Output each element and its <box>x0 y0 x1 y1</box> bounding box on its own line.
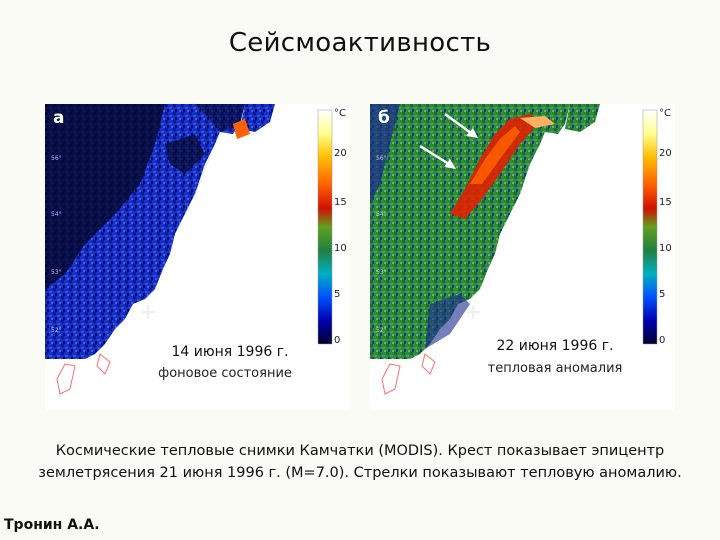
caption-line-2: землетрясения 21 июня 1996 г. (M=7.0). С… <box>38 465 682 481</box>
caption-line-1: Космические тепловые снимки Камчатки (MO… <box>55 443 665 459</box>
scale-tick-5-a: 5 <box>334 289 341 300</box>
state-a: фоновое состояние <box>158 366 292 381</box>
scale-tick-15-a: 15 <box>334 197 347 208</box>
thermal-map-b: 56° 54° 53° 52° + б °C 20 15 10 5 0 22 и… <box>370 104 675 410</box>
scale-tick-0-a: 0 <box>334 335 341 346</box>
panel-letter-b: б <box>378 108 390 128</box>
svg-text:56°: 56° <box>376 155 387 162</box>
scale-unit-a: °C <box>334 108 346 119</box>
svg-text:54°: 54° <box>51 211 62 218</box>
svg-text:52°: 52° <box>51 327 62 334</box>
scale-tick-20-a: 20 <box>334 148 347 159</box>
date-a: 14 июня 1996 г. <box>171 344 289 360</box>
scale-tick-10-b: 10 <box>659 243 672 254</box>
svg-text:53°: 53° <box>376 269 387 276</box>
scale-tick-10-a: 10 <box>334 243 347 254</box>
scale-tick-20-b: 20 <box>659 148 672 159</box>
date-b: 22 июня 1996 г. <box>496 338 614 354</box>
state-b: тепловая аномалия <box>487 361 623 376</box>
scale-unit-b: °C <box>659 108 671 119</box>
svg-text:54°: 54° <box>376 211 387 218</box>
map-a-graphic: 56° 54° 53° 52° + <box>45 104 333 410</box>
panel-letter-a: а <box>53 108 65 128</box>
scale-tick-5-b: 5 <box>659 289 666 300</box>
map-b-graphic: 56° 54° 53° 52° + <box>370 104 658 410</box>
svg-text:52°: 52° <box>376 327 387 334</box>
slide-title: Сейсмоактивность <box>228 28 492 58</box>
figure-caption: Космические тепловые снимки Камчатки (MO… <box>20 440 700 484</box>
svg-text:53°: 53° <box>51 269 62 276</box>
epicenter-cross-b: + <box>464 300 482 325</box>
svg-text:56°: 56° <box>51 155 62 162</box>
scale-tick-15-b: 15 <box>659 197 672 208</box>
thermal-map-a: 56° 54° 53° 52° + а °C 20 15 10 5 0 14 и… <box>45 104 350 410</box>
epicenter-cross-a: + <box>139 300 157 325</box>
author-name: Тронин А.А. <box>4 517 100 533</box>
scale-tick-0-b: 0 <box>659 335 666 346</box>
